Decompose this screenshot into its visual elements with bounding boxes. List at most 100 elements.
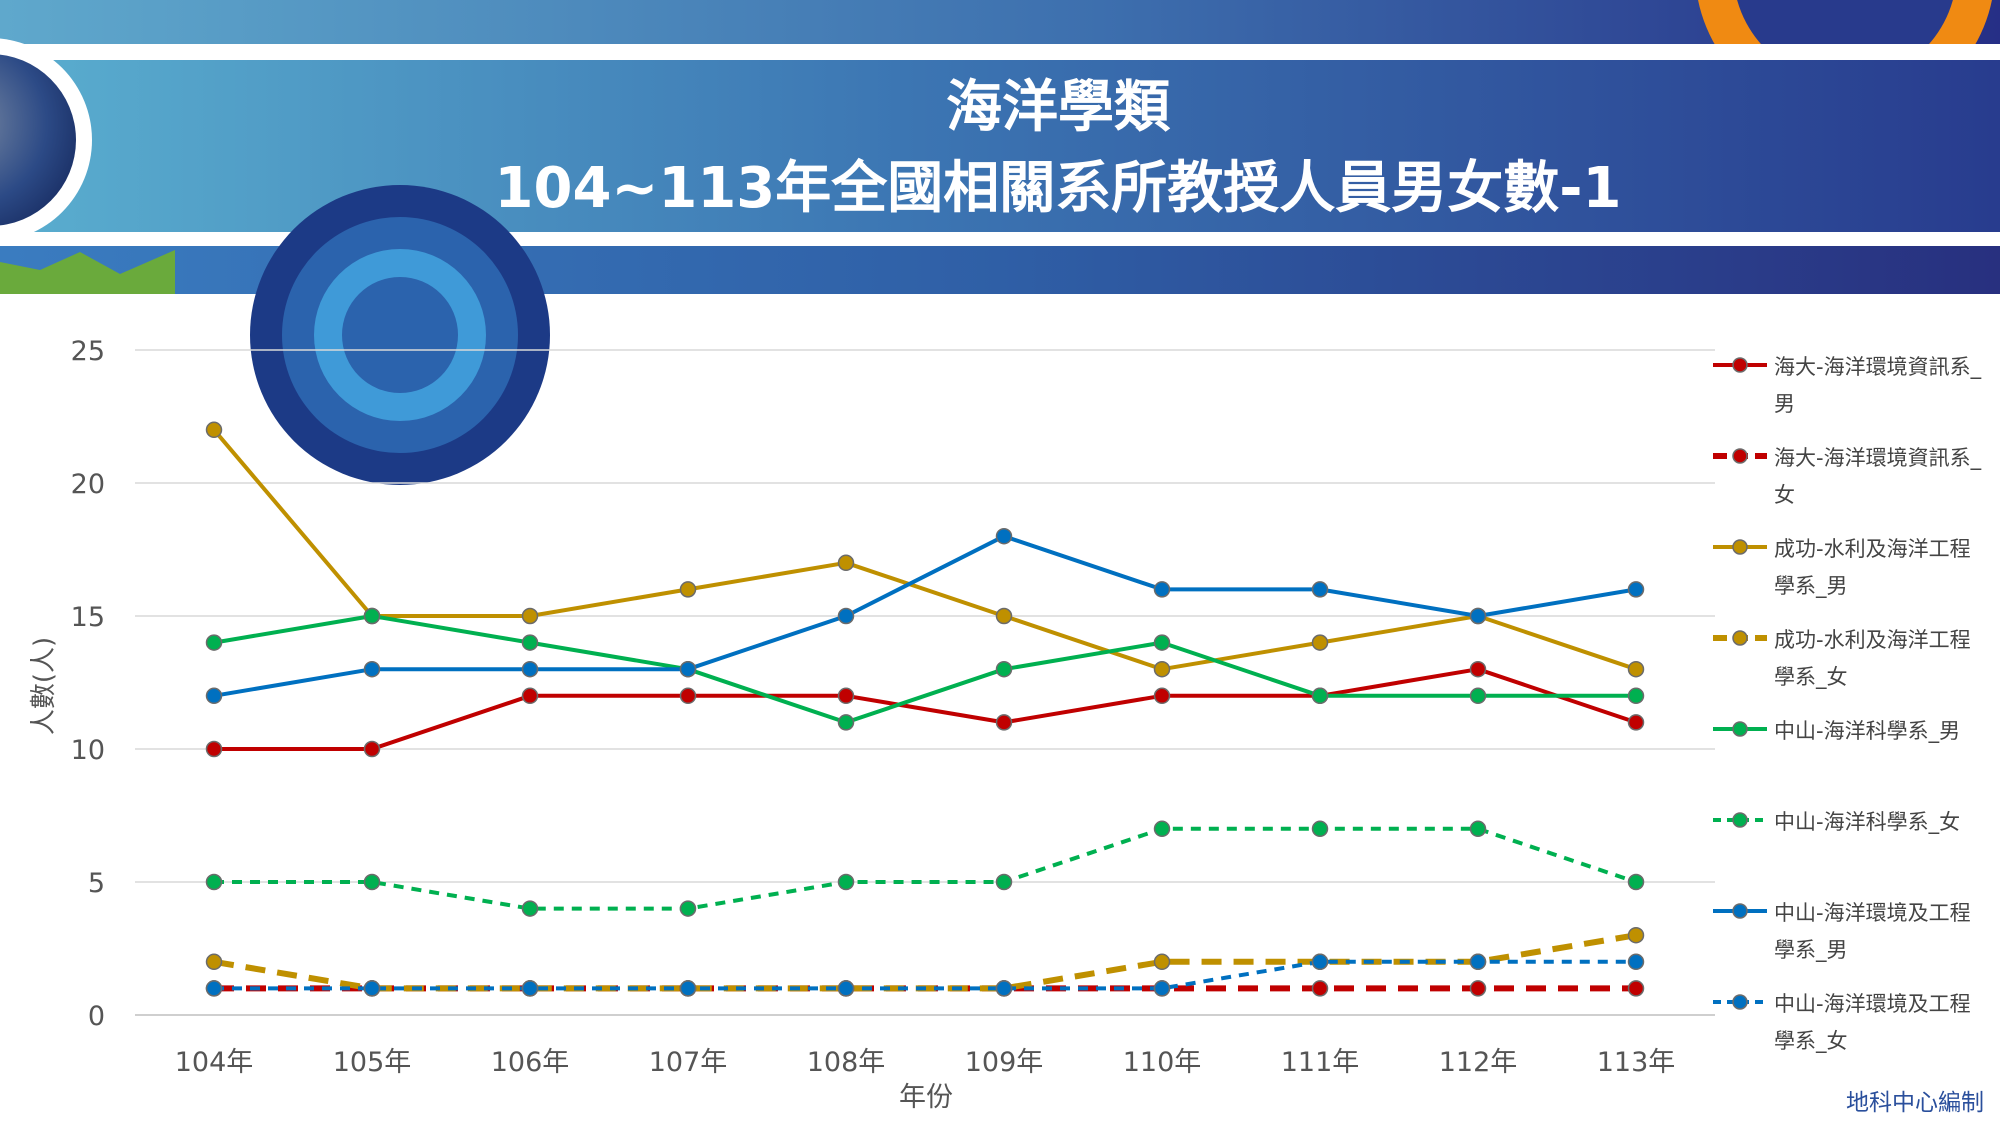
y-tick-label: 5 (88, 868, 105, 899)
data-point-0-2 (521, 687, 539, 705)
y-tick-label: 25 (71, 336, 105, 367)
data-point-0-3 (679, 687, 697, 705)
legend-marker-4 (1732, 721, 1748, 737)
x-tick-label: 111年 (1281, 1047, 1360, 1078)
data-point-4-1 (363, 607, 381, 625)
y-tick-label: 15 (71, 602, 105, 633)
legend-marker-7 (1732, 994, 1748, 1010)
x-tick-label: 112年 (1439, 1047, 1518, 1078)
legend-label-6: 中山-海洋環境及工程 (1774, 901, 1971, 925)
data-point-0-6 (1153, 687, 1171, 705)
x-tick-label: 110年 (1123, 1047, 1202, 1078)
data-point-6-0 (205, 687, 223, 705)
data-point-5-3 (679, 900, 697, 917)
data-point-5-2 (521, 900, 539, 917)
data-point-2-5 (995, 607, 1013, 625)
data-point-2-3 (679, 581, 697, 598)
data-point-4-6 (1153, 634, 1171, 651)
header-banner: 海洋學類 104~113年全國相關系所教授人員男女數-1 (0, 0, 2000, 485)
data-point-3-6 (1153, 953, 1171, 971)
legend: 海大-海洋環境資訊系_男海大-海洋環境資訊系_女成功-水利及海洋工程學系_男成功… (1713, 355, 1982, 1054)
legend-marker-3 (1732, 630, 1748, 646)
data-point-3-0 (205, 953, 223, 971)
legend-label-3: 成功-水利及海洋工程 (1774, 628, 1971, 652)
globe-icon (0, 38, 92, 242)
data-point-4-2 (521, 634, 539, 651)
data-point-6-4 (837, 607, 855, 625)
data-point-7-2 (521, 980, 539, 997)
data-point-6-2 (521, 660, 539, 678)
data-point-7-6 (1153, 980, 1171, 997)
title-line-1: 海洋學類 (946, 75, 1171, 140)
data-point-7-7 (1311, 953, 1329, 971)
data-point-4-9 (1627, 687, 1645, 705)
series-line-0 (214, 667, 1637, 751)
credit-text: 地科中心編制 (1846, 1090, 1984, 1116)
series-line-5 (214, 826, 1637, 911)
legend-label-2: 學系_男 (1774, 574, 1848, 599)
data-point-6-3 (679, 660, 697, 678)
data-point-6-5 (995, 527, 1013, 545)
data-point-7-9 (1627, 953, 1645, 971)
data-point-2-2 (521, 607, 539, 625)
x-tick-label: 113年 (1597, 1047, 1676, 1078)
data-point-0-0 (205, 740, 223, 758)
data-point-1-8 (1469, 980, 1487, 997)
data-point-7-5 (995, 980, 1013, 997)
x-tick-label: 108年 (807, 1047, 886, 1078)
data-point-5-0 (205, 873, 223, 891)
data-point-4-7 (1311, 687, 1329, 705)
legend-marker-6 (1732, 903, 1748, 919)
gridlines (135, 349, 1715, 1016)
legend-marker-5 (1732, 812, 1748, 828)
data-point-2-4 (837, 554, 855, 572)
data-point-5-8 (1469, 820, 1487, 838)
x-tick-label: 107年 (649, 1047, 728, 1078)
legend-label-4: 中山-海洋科學系_男 (1774, 719, 1960, 744)
legend-label-1: 海大-海洋環境資訊系_ (1774, 446, 1982, 471)
series-line-6 (213, 534, 1637, 698)
data-point-2-9 (1627, 660, 1645, 678)
data-point-5-1 (363, 873, 381, 891)
data-point-7-1 (363, 980, 381, 997)
title-line-2: 104~113年全國相關系所教授人員男女數-1 (495, 156, 1622, 221)
y-tick-label: 0 (88, 1001, 105, 1032)
legend-label-6: 學系_男 (1774, 938, 1848, 963)
legend-marker-1 (1732, 448, 1748, 464)
legend-label-7: 學系_女 (1774, 1029, 1848, 1054)
data-point-5-6 (1153, 820, 1171, 838)
y-tick-label: 20 (71, 469, 105, 500)
data-point-1-7 (1311, 980, 1329, 997)
data-point-1-9 (1627, 980, 1645, 997)
legend-label-7: 中山-海洋環境及工程 (1774, 992, 1971, 1016)
data-point-5-7 (1311, 820, 1329, 838)
legend-label-0: 海大-海洋環境資訊系_ (1774, 355, 1982, 380)
data-point-0-5 (995, 714, 1013, 731)
data-point-7-4 (837, 980, 855, 997)
data-point-5-5 (995, 873, 1013, 891)
data-point-0-8 (1469, 660, 1487, 678)
x-tick-label: 105年 (333, 1047, 412, 1078)
legend-marker-0 (1732, 357, 1748, 373)
data-point-6-1 (363, 660, 381, 678)
data-point-5-9 (1627, 873, 1645, 891)
data-point-0-9 (1627, 714, 1645, 731)
series-lines (212, 428, 1637, 992)
data-point-6-6 (1153, 581, 1171, 598)
legend-label-0: 男 (1774, 392, 1795, 416)
data-point-2-6 (1153, 660, 1171, 678)
data-point-7-8 (1469, 953, 1487, 971)
series-points (205, 421, 1645, 997)
y-axis-ticks: 0 5 10 15 20 25 (71, 336, 105, 1032)
legend-marker-2 (1732, 539, 1748, 555)
y-axis-label: 人數(人) (29, 637, 59, 735)
series-line-7 (214, 959, 1636, 991)
legend-label-5: 中山-海洋科學系_女 (1774, 810, 1960, 835)
data-point-4-5 (995, 660, 1013, 678)
data-point-4-8 (1469, 687, 1487, 705)
legend-label-3: 學系_女 (1774, 665, 1848, 690)
data-point-7-3 (679, 980, 697, 997)
data-point-0-4 (837, 687, 855, 705)
series-line-4 (213, 614, 1636, 725)
data-point-2-0 (205, 421, 223, 439)
